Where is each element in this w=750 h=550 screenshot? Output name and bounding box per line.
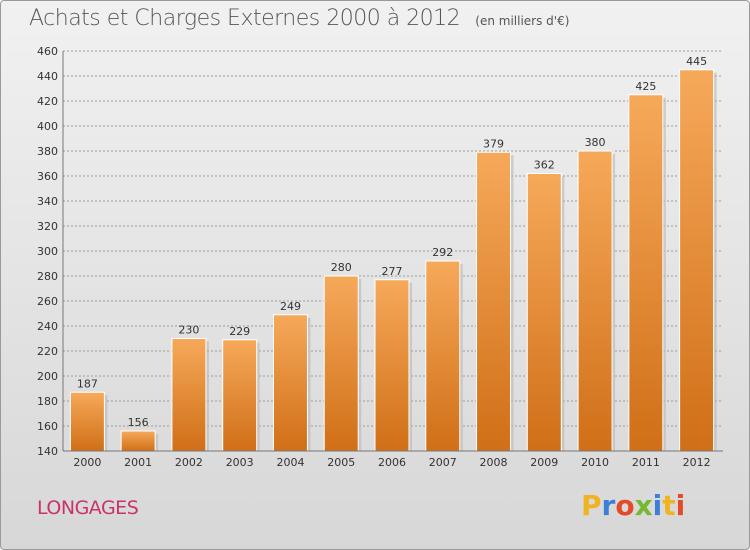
bar	[425, 260, 461, 452]
y-tick-label: 300	[37, 245, 58, 258]
data-label: 280	[331, 261, 352, 274]
y-tick-label: 200	[37, 370, 58, 383]
y-tick-label: 320	[37, 220, 58, 233]
logo-letter: t	[662, 489, 676, 522]
title-row: Achats et Charges Externes 2000 à 2012 (…	[29, 6, 569, 31]
bar	[171, 338, 207, 452]
x-tick-label: 2008	[480, 456, 508, 469]
data-label: 379	[483, 137, 504, 150]
data-label: 229	[229, 325, 250, 338]
chart-unit: (en milliers d'€)	[475, 14, 570, 28]
city-name: LONGAGES	[37, 497, 139, 519]
y-tick-label: 260	[37, 295, 58, 308]
x-tick-label: 2005	[327, 456, 355, 469]
bar	[222, 339, 258, 452]
data-label: 156	[128, 416, 149, 429]
data-label: 249	[280, 300, 301, 313]
x-tick-label: 2002	[175, 456, 203, 469]
data-label: 292	[432, 246, 453, 259]
data-label: 230	[178, 324, 199, 337]
data-label: 445	[686, 55, 707, 68]
x-tick-label: 2011	[632, 456, 660, 469]
logo-letter: i	[675, 489, 686, 522]
logo-letter: x	[634, 489, 653, 522]
proxiti-logo[interactable]: Proxiti	[581, 489, 685, 522]
data-label: 362	[534, 159, 555, 172]
bar	[526, 173, 562, 452]
x-tick-label: 2012	[683, 456, 711, 469]
chart-title: Achats et Charges Externes 2000 à 2012	[29, 6, 461, 31]
x-tick-label: 2000	[73, 456, 101, 469]
y-tick-label: 460	[37, 45, 58, 58]
bar	[476, 151, 512, 452]
y-tick-label: 240	[37, 320, 58, 333]
y-tick-label: 440	[37, 70, 58, 83]
bar	[679, 69, 715, 452]
y-tick-label: 360	[37, 170, 58, 183]
y-tick-label: 280	[37, 270, 58, 283]
bar	[120, 430, 156, 452]
data-label: 277	[382, 265, 403, 278]
y-tick-label: 220	[37, 345, 58, 358]
logo-letter: o	[615, 489, 635, 522]
data-label: 425	[635, 80, 656, 93]
x-tick-label: 2010	[581, 456, 609, 469]
bar	[374, 279, 410, 452]
bar	[628, 94, 664, 452]
bar	[323, 275, 359, 452]
x-tick-label: 2003	[226, 456, 254, 469]
x-tick-label: 2006	[378, 456, 406, 469]
x-tick-label: 2001	[124, 456, 152, 469]
logo-letter: P	[581, 489, 602, 522]
y-tick-label: 180	[37, 395, 58, 408]
logo-letter: r	[601, 489, 616, 522]
bar	[69, 391, 105, 452]
x-tick-label: 2009	[530, 456, 558, 469]
bar	[577, 150, 613, 452]
data-label: 380	[585, 136, 606, 149]
bar	[272, 314, 308, 452]
y-tick-label: 140	[37, 445, 58, 458]
x-tick-label: 2007	[429, 456, 457, 469]
y-tick-label: 420	[37, 95, 58, 108]
y-tick-label: 340	[37, 195, 58, 208]
x-tick-label: 2004	[276, 456, 304, 469]
data-label: 187	[77, 377, 98, 390]
y-tick-label: 400	[37, 120, 58, 133]
y-tick-label: 380	[37, 145, 58, 158]
y-tick-label: 160	[37, 420, 58, 433]
logo-letter: i	[652, 489, 663, 522]
